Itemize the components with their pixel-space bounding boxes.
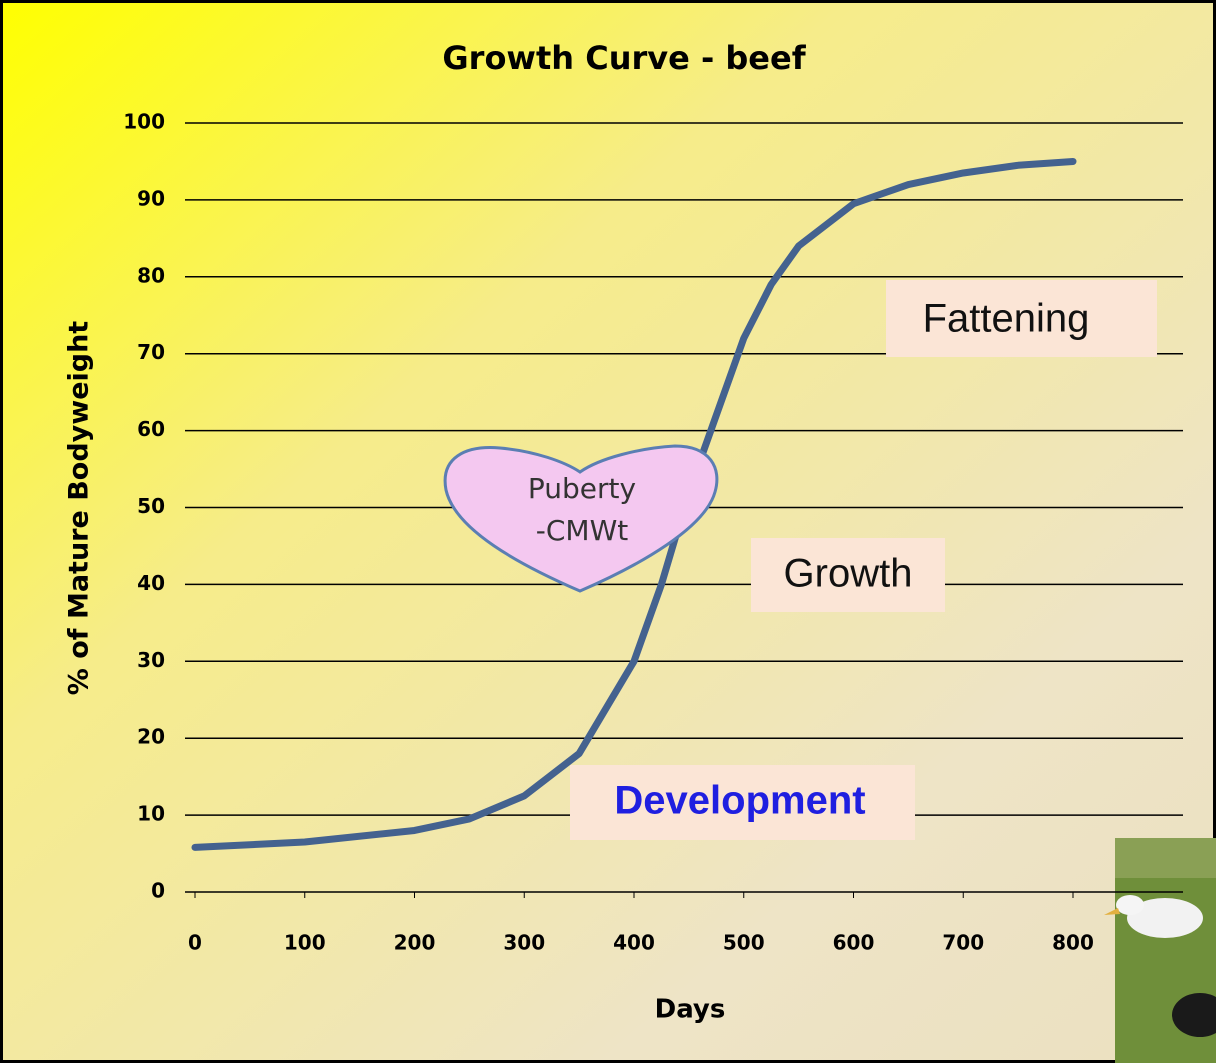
y-tick-label: 10 <box>137 802 165 826</box>
y-tick-label: 20 <box>137 725 165 749</box>
annotation: Fattening <box>923 297 1090 341</box>
x-tick-label: 100 <box>284 931 326 955</box>
x-tick-label: 200 <box>394 931 436 955</box>
chart: Growth Curve - beef Days % of Mature Bod… <box>0 0 1216 1063</box>
photo <box>1104 838 1216 1063</box>
chart-title: Growth Curve - beef <box>442 39 806 77</box>
x-tick-label: 500 <box>723 931 765 955</box>
y-tick-label: 40 <box>137 571 165 595</box>
y-tick-label: 0 <box>151 879 165 903</box>
x-axis-label: Days <box>655 995 726 1025</box>
y-tick-label: 60 <box>137 417 165 441</box>
annotation: Growth <box>784 552 913 596</box>
x-tick-label: 300 <box>503 931 545 955</box>
x-tick-label: 400 <box>613 931 655 955</box>
x-tick-label: 0 <box>188 931 202 955</box>
heart-label: -CMWt <box>536 514 628 547</box>
y-axis-label: % of Mature Bodyweight <box>64 321 95 696</box>
annotation: Development <box>614 779 865 823</box>
y-tick-label: 30 <box>137 648 165 672</box>
y-tick-label: 80 <box>137 263 165 287</box>
y-tick-label: 90 <box>137 186 165 210</box>
heart-label: Puberty <box>528 472 636 505</box>
x-tick-label: 800 <box>1052 931 1094 955</box>
y-tick-label: 70 <box>137 340 165 364</box>
x-tick-label: 600 <box>833 931 875 955</box>
y-tick-label: 100 <box>123 110 165 134</box>
y-tick-label: 50 <box>137 494 165 518</box>
x-tick-label: 700 <box>942 931 984 955</box>
